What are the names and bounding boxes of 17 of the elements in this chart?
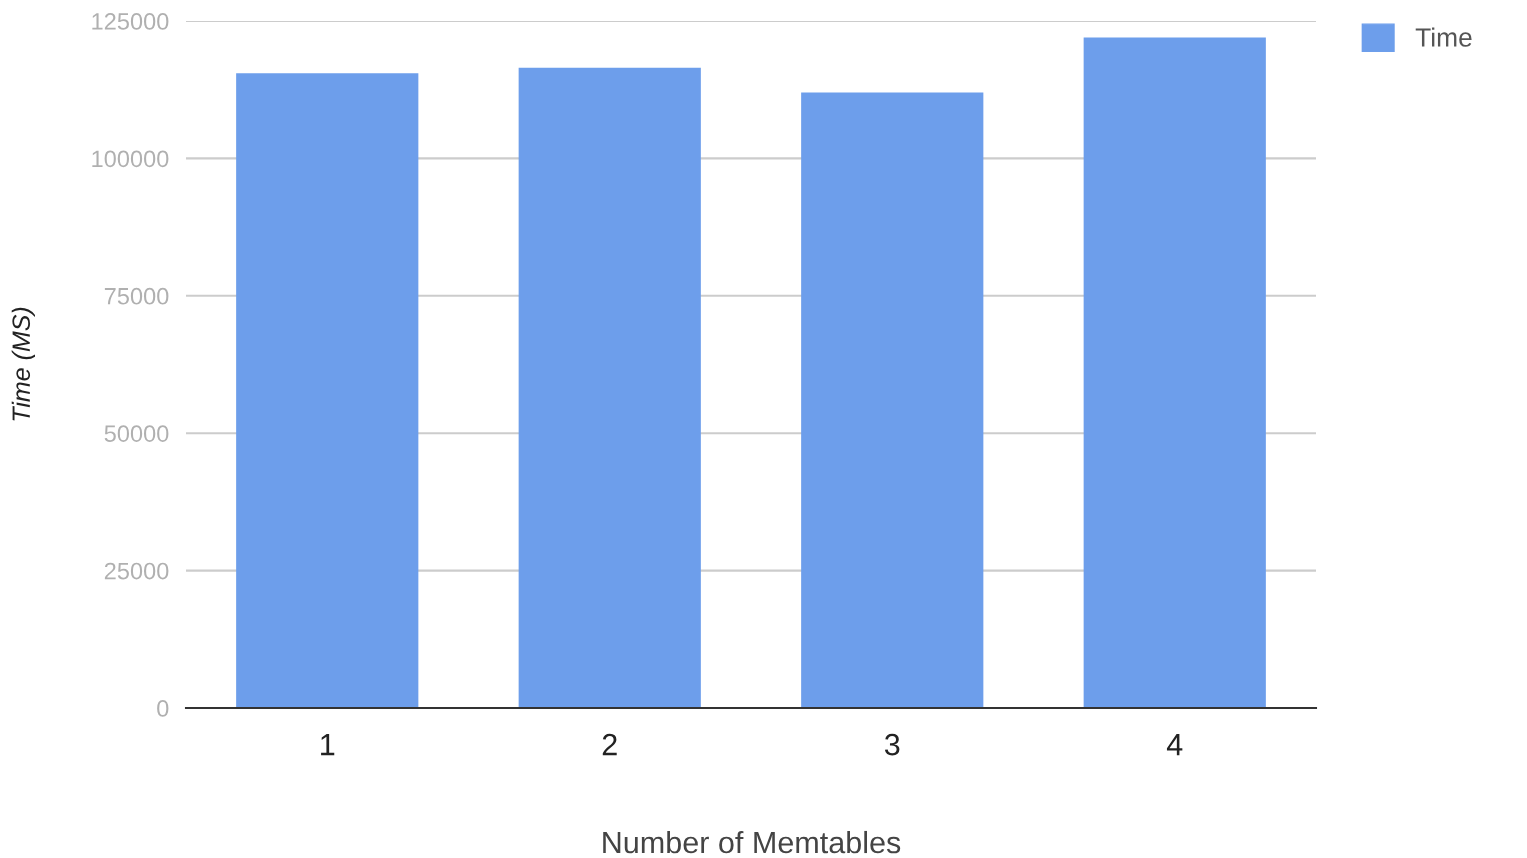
- x-axis-title: Number of Memtables: [603, 830, 901, 854]
- y-axis-title: Time (MS): [11, 307, 35, 421]
- y-tick-label: 75000: [104, 287, 169, 305]
- y-tick-label: 25000: [104, 562, 169, 580]
- bar: [518, 67, 701, 708]
- x-tick-label: 4: [1166, 734, 1183, 756]
- legend-label: Time: [1415, 27, 1472, 47]
- bar: [1083, 37, 1266, 708]
- x-tick-label: 2: [602, 733, 617, 756]
- y-tick-label: 125000: [92, 13, 169, 30]
- y-tick-label: 100000: [92, 150, 169, 168]
- x-tick-label: 1: [321, 734, 335, 756]
- y-tick-label: 50000: [104, 425, 169, 442]
- bar: [236, 73, 419, 708]
- x-tick-label: 3: [884, 733, 900, 756]
- y-tick-label: 0: [157, 700, 169, 717]
- bar: [801, 92, 984, 708]
